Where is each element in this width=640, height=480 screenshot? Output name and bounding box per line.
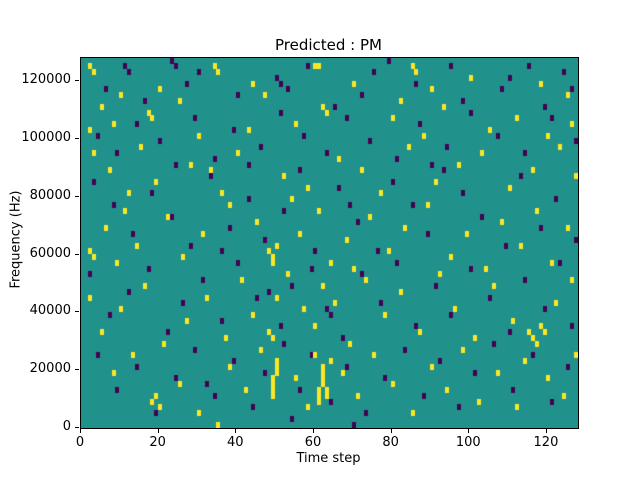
y-tick-mark bbox=[75, 80, 79, 82]
y-tick-mark bbox=[75, 369, 79, 371]
x-axis-label: Time step bbox=[296, 451, 361, 466]
x-tick-mark bbox=[390, 429, 392, 433]
plot-area bbox=[80, 57, 579, 429]
x-tick-label: 120 bbox=[533, 435, 559, 450]
x-tick-mark bbox=[468, 429, 470, 433]
y-tick-mark bbox=[75, 311, 79, 313]
y-tick-mark bbox=[75, 137, 79, 139]
x-tick-mark bbox=[80, 429, 81, 433]
x-tick-label: 20 bbox=[149, 435, 166, 450]
x-tick-mark bbox=[157, 429, 159, 433]
chart-title: Predicted : PM bbox=[275, 36, 382, 54]
y-tick-label: 40000 bbox=[29, 303, 71, 319]
y-tick-label: 0 bbox=[62, 419, 71, 434]
y-tick-mark bbox=[75, 195, 79, 197]
y-tick-mark bbox=[75, 427, 79, 428]
y-tick-label: 20000 bbox=[29, 361, 71, 377]
x-tick-label: 60 bbox=[304, 435, 322, 450]
x-tick-mark bbox=[545, 429, 547, 433]
x-tick-label: 0 bbox=[75, 435, 85, 450]
x-tick-mark bbox=[312, 429, 314, 433]
y-tick-mark bbox=[75, 253, 79, 255]
y-tick-label: 100000 bbox=[21, 129, 71, 145]
x-tick-mark bbox=[235, 429, 237, 433]
x-tick-label: 100 bbox=[455, 435, 481, 450]
x-tick-label: 40 bbox=[227, 435, 244, 450]
y-tick-label: 120000 bbox=[21, 72, 71, 88]
x-tick-label: 80 bbox=[382, 435, 399, 450]
y-tick-label: 80000 bbox=[29, 187, 71, 203]
y-tick-label: 60000 bbox=[29, 245, 71, 261]
heatmap-canvas bbox=[81, 58, 578, 428]
